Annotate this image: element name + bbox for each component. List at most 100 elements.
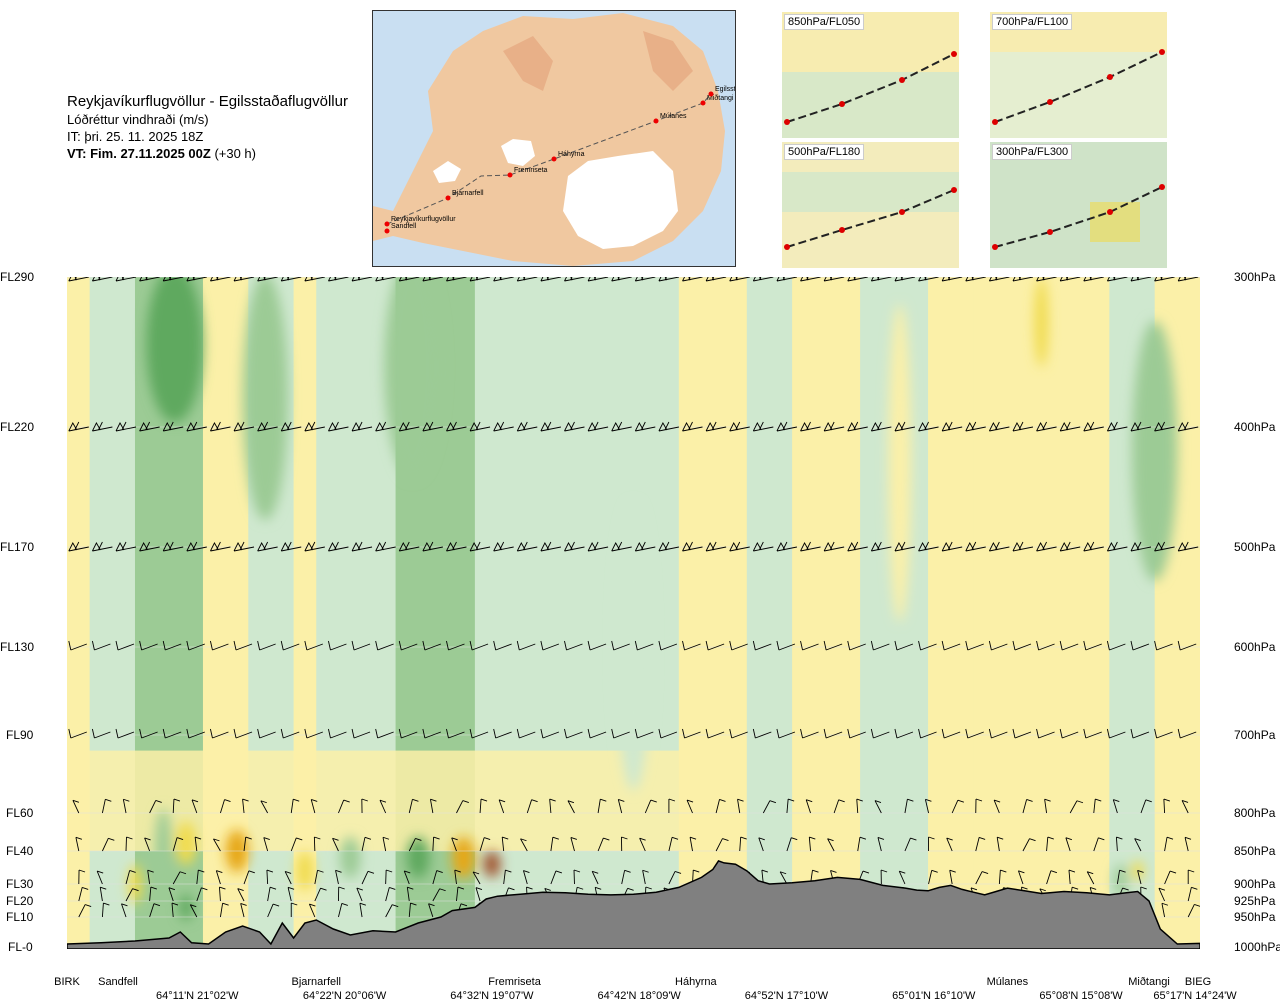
wind-barb xyxy=(975,798,983,814)
wind-barb xyxy=(941,277,963,282)
wind-barb xyxy=(808,836,816,852)
wind-barb xyxy=(516,541,538,552)
wind-barb xyxy=(597,798,607,814)
wind-barb xyxy=(658,728,678,739)
wind-barb xyxy=(493,277,514,282)
wind-barb xyxy=(125,836,133,852)
pressure-level-label: 600hPa xyxy=(1234,640,1276,654)
wind-barb xyxy=(1046,870,1058,885)
wind-barb xyxy=(847,421,868,432)
wind-barb xyxy=(304,640,324,651)
wind-barb xyxy=(99,886,107,902)
route-point xyxy=(653,118,659,124)
flight-level-label: FL130 xyxy=(0,640,35,654)
wind-barb xyxy=(408,902,417,918)
flight-level-label: FL170 xyxy=(0,540,35,554)
wind-barb xyxy=(526,799,538,814)
wind-barb xyxy=(186,541,207,552)
wind-barb xyxy=(847,640,866,651)
wind-barb xyxy=(68,728,87,739)
wind-barb xyxy=(196,887,208,902)
wind-barb xyxy=(611,640,630,651)
wind-barb xyxy=(432,870,443,885)
wind-barb xyxy=(540,640,560,651)
wind-barb xyxy=(729,640,748,651)
wind-barb xyxy=(304,421,325,432)
wind-barb xyxy=(894,421,916,432)
wind-barb xyxy=(493,728,512,739)
wind-barb xyxy=(941,421,963,432)
wind-barb xyxy=(870,640,890,651)
wind-barb xyxy=(1164,870,1177,885)
wind-barb xyxy=(310,799,318,814)
wind-barb xyxy=(682,421,703,432)
wind-barb xyxy=(715,838,729,852)
wind-barb xyxy=(469,421,491,432)
wind-barb xyxy=(570,837,578,852)
wind-barb xyxy=(1083,640,1102,651)
wind-barb xyxy=(1177,277,1199,282)
quantity-label: Lóðréttur vindhraði (m/s) xyxy=(67,112,209,127)
wind-barb xyxy=(243,836,252,852)
wind-barb xyxy=(1106,541,1128,552)
wind-barb xyxy=(1012,640,1032,651)
wind-barb xyxy=(304,728,324,739)
wind-barb xyxy=(422,277,443,282)
wind-barb xyxy=(304,541,325,552)
wind-barb xyxy=(280,421,302,432)
wind-barb xyxy=(1083,421,1104,432)
wind-barb xyxy=(894,728,914,739)
wind-barb xyxy=(1106,640,1126,651)
wind-barb xyxy=(338,902,348,918)
wind-barb xyxy=(752,640,772,651)
wind-barb xyxy=(611,728,630,739)
wind-barb xyxy=(1106,277,1128,282)
flight-level-label: FL10 xyxy=(6,910,34,924)
wind-barb xyxy=(139,277,160,282)
wind-barb xyxy=(351,640,371,651)
wind-barb xyxy=(351,421,373,432)
wind-barb xyxy=(375,421,396,432)
wind-barb xyxy=(1059,728,1079,739)
wind-barb xyxy=(857,836,867,852)
wind-barb xyxy=(918,421,939,432)
wind-barb xyxy=(266,869,274,885)
wind-barb xyxy=(705,277,727,282)
route-point-label: Háhyrna xyxy=(558,151,585,158)
wind-barb xyxy=(587,728,607,739)
wind-barb xyxy=(1046,836,1054,852)
wind-barb xyxy=(800,541,821,552)
valid-time-bold: VT: Fim. 27.11.2025 00Z xyxy=(67,146,211,161)
wind-barb xyxy=(469,640,489,651)
wind-barb xyxy=(91,640,111,651)
wind-barb xyxy=(337,886,345,902)
wind-barb xyxy=(257,541,278,552)
wind-barb xyxy=(823,277,845,282)
wind-barb xyxy=(587,541,609,552)
wind-barb xyxy=(280,277,302,282)
waypoint-label: Sandfell xyxy=(98,976,138,988)
wind-barb xyxy=(946,837,953,852)
wind-barb xyxy=(779,871,788,885)
wind-barb xyxy=(408,798,419,814)
wind-barb xyxy=(290,798,300,814)
wind-barb xyxy=(1059,640,1079,651)
wind-barb xyxy=(540,541,561,552)
wind-barb xyxy=(149,903,161,918)
wind-barb xyxy=(335,869,342,885)
wind-barb xyxy=(308,903,316,918)
coordinate-label: 64°42'N 18°09'W xyxy=(597,990,681,1002)
wind-barb xyxy=(823,728,843,739)
wind-barb xyxy=(237,888,245,902)
wind-barb xyxy=(705,541,727,552)
velocity-features xyxy=(128,277,1178,921)
wind-barb xyxy=(752,728,772,739)
mini-map-700: 700hPa/FL100 xyxy=(990,12,1167,138)
wind-barb xyxy=(617,798,625,814)
wind-barb xyxy=(1116,869,1126,885)
wind-barb xyxy=(1012,728,1032,739)
wind-barb xyxy=(1065,837,1072,852)
wind-barb xyxy=(446,277,467,282)
wind-barb xyxy=(682,541,703,552)
wind-barb xyxy=(993,799,1001,814)
